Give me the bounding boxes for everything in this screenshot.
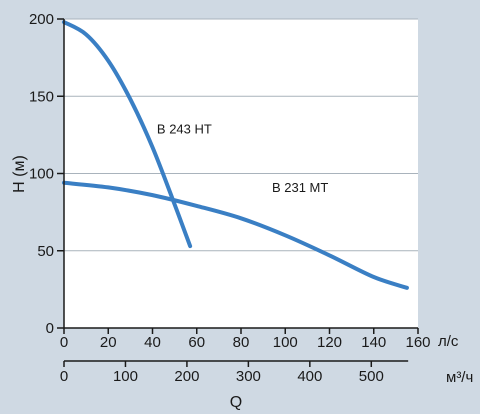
x-axis-title: Q: [230, 394, 242, 411]
x2-tick-label-100: 100: [113, 368, 138, 385]
x-tick-label-0: 0: [60, 334, 68, 351]
x2-tick-label-500: 500: [359, 368, 384, 385]
y-tick-label-50: 50: [37, 243, 54, 260]
y-tick-label-0: 0: [46, 320, 54, 337]
x-tick-label-80: 80: [233, 334, 250, 351]
x-axis-unit-primary: л/с: [438, 333, 459, 350]
x-tick-label-120: 120: [317, 334, 342, 351]
x-tick-label-20: 20: [100, 334, 117, 351]
x-tick-label-60: 60: [188, 334, 205, 351]
y-tick-label-150: 150: [29, 88, 54, 105]
series-label-b-231-mt: B 231 MT: [272, 180, 328, 195]
x2-tick-label-400: 400: [297, 368, 322, 385]
y-tick-label-200: 200: [29, 11, 54, 28]
series-label-b-243-ht: B 243 HT: [157, 121, 212, 136]
x-tick-label-140: 140: [361, 334, 386, 351]
x2-tick-label-300: 300: [236, 368, 261, 385]
gridlines: [64, 18, 418, 252]
x-tick-label-40: 40: [144, 334, 161, 351]
labels: 0 50 100 150 200 0 20 40 60 80 100 120 140 160 0 100 200…: [29, 11, 431, 385]
series-layer: [62, 20, 409, 290]
y-tick-label-100: 100: [29, 166, 54, 183]
x-tick-label-160: 160: [405, 334, 430, 351]
x-axis-unit-secondary: м³/ч: [446, 369, 473, 386]
x2-tick-label-200: 200: [174, 368, 199, 385]
y-axis-title: H (м): [11, 155, 28, 193]
x-tick-label-100: 100: [273, 334, 298, 351]
series-line-b-231-mt: [62, 180, 409, 290]
series-line-b-243-ht: [62, 20, 193, 249]
x2-tick-label-0: 0: [60, 368, 68, 385]
axes: [57, 18, 419, 367]
